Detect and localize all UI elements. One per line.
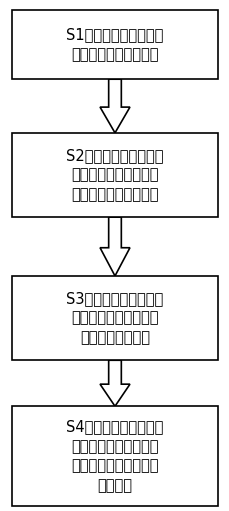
Bar — [11, 406, 218, 506]
Text: S3、测试端获取预设定
操作后车载空调系统的
实际场景状态结果: S3、测试端获取预设定 操作后车载空调系统的 实际场景状态结果 — [66, 291, 163, 345]
Text: S2、测试端对车载空调
系统进行预设定操作，
查找期望场景状态结果: S2、测试端对车载空调 系统进行预设定操作， 查找期望场景状态结果 — [66, 148, 163, 202]
Bar — [11, 133, 218, 217]
Polygon shape — [100, 360, 129, 406]
Polygon shape — [100, 79, 129, 133]
Polygon shape — [100, 217, 129, 276]
Text: S1、测试端获取车载空
调系统的当前场景状态: S1、测试端获取车载空 调系统的当前场景状态 — [66, 27, 163, 62]
Bar — [11, 10, 218, 79]
Text: S4、测试端将期望场景
状态结果与实际场景状
态结果进行对比，输出
对比结果: S4、测试端将期望场景 状态结果与实际场景状 态结果进行对比，输出 对比结果 — [66, 419, 163, 493]
Bar — [11, 276, 218, 360]
